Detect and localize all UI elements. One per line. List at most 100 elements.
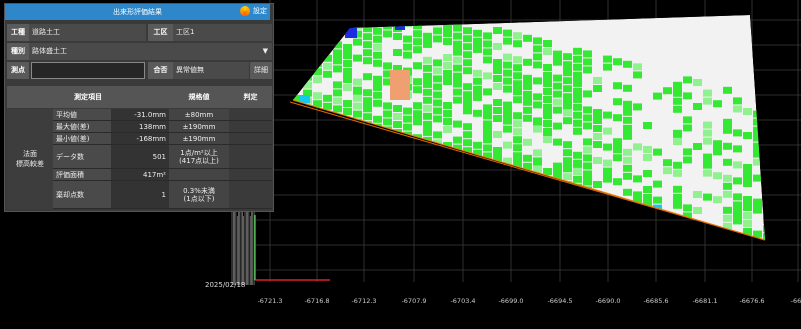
heatmap-cell: [313, 0, 322, 3]
heatmap-cell: [543, 64, 552, 71]
heatmap-cell: [463, 179, 472, 187]
heatmap-cell: [573, 167, 582, 175]
kousyu-row: 工種 道路土工 工区 工区1: [5, 24, 273, 41]
heatmap-cell: [453, 136, 462, 144]
sokuten-input[interactable]: [31, 62, 145, 79]
heatmap-cell: [373, 51, 382, 59]
heatmap-cell: [453, 152, 462, 160]
shubetsu-label: 種別: [7, 43, 29, 60]
heatmap-cell: [323, 198, 332, 206]
heatmap-cell: [483, 56, 492, 64]
heatmap-cell: [553, 226, 562, 240]
heatmap-cell: [683, 116, 692, 124]
heatmap-cell: [533, 53, 542, 61]
heatmap-cell: [333, 65, 342, 73]
heatmap-cell: [613, 234, 622, 240]
heatmap-cell: [633, 71, 642, 79]
row-item: 最大値(差): [53, 121, 111, 132]
heatmap-cell: [303, 33, 312, 41]
heatmap-cell: [383, 150, 392, 158]
heatmap-cell: [363, 105, 372, 113]
heatmap-cell: [393, 17, 402, 24]
heatmap-cell: [643, 226, 652, 233]
heatmap-cell: [573, 151, 582, 159]
heatmap-cell: [383, 78, 392, 86]
heatmap-cell: [353, 30, 362, 38]
chevron-down-icon: ▼: [262, 47, 268, 55]
x-tick-label: -6712.3: [351, 297, 377, 305]
row-standard: ±190mm: [169, 133, 229, 144]
settings-button[interactable]: 設定: [240, 2, 267, 20]
heatmap-cell: [373, 195, 382, 203]
heatmap-cell: [313, 52, 322, 60]
heatmap-cell: [303, 129, 312, 137]
heatmap-cell: [653, 92, 662, 100]
heatmap-cell: [393, 113, 402, 120]
heatmap-cell: [593, 125, 602, 132]
heatmap-cell: [293, 175, 302, 182]
heatmap-cell-highlight: [395, 22, 405, 30]
heatmap-cell: [303, 25, 312, 33]
heatmap-cell: [673, 274, 682, 281]
heatmap-cell: [523, 74, 532, 90]
heatmap-cell: [743, 108, 752, 115]
heatmap-cell: [743, 260, 752, 267]
heatmap-cell: [463, 139, 472, 147]
heatmap-cell: [563, 109, 572, 117]
heatmap-cell: [453, 64, 462, 72]
heatmap-cell: [443, 246, 452, 253]
heatmap-cell: [483, 192, 492, 200]
heatmap-cell: [733, 201, 742, 217]
header-item: 測定項目: [74, 93, 102, 101]
heatmap-cell: [353, 142, 362, 150]
heatmap-cell: [383, 158, 392, 174]
heatmap-cell: [383, 22, 392, 30]
heatmap-cell-highlight: [345, 28, 357, 38]
heatmap-cell: [533, 245, 542, 252]
heatmap-cell: [633, 103, 642, 111]
heatmap-cell: [433, 15, 442, 19]
heatmap-cell: [433, 171, 442, 187]
heatmap-cell: [393, 185, 402, 192]
heatmap-cell: [373, 43, 382, 51]
heatmap-cell: [443, 142, 452, 157]
heatmap-cell: [723, 182, 732, 190]
heatmap-cell: [403, 211, 412, 219]
heatmap-cell: [723, 303, 732, 310]
heatmap-cell: [743, 164, 752, 179]
heatmap-cell: [433, 211, 442, 219]
heatmap-cell: [353, 198, 362, 206]
heatmap-cell: [463, 235, 472, 240]
kouku-label: 工区: [148, 24, 173, 41]
heatmap-cell: [703, 169, 712, 177]
heatmap-cell: [483, 88, 492, 96]
heatmap-cell: [413, 102, 422, 110]
heatmap-cell: [693, 79, 702, 86]
heatmap-cell: [453, 120, 462, 128]
heatmap-cell: [743, 132, 752, 139]
heatmap-cell: [513, 64, 522, 72]
heatmap-cell: [603, 223, 612, 231]
heatmap-cell: [353, 54, 362, 62]
heatmap-cell: [473, 109, 482, 117]
heatmap-cell: [393, 193, 402, 200]
heatmap-cell: [523, 210, 532, 218]
kousyu-value: 道路土工: [29, 24, 146, 41]
heatmap-cell: [653, 220, 662, 228]
heatmap-cell: [573, 175, 582, 183]
heatmap-cell: [523, 138, 532, 146]
heatmap-cell: [363, 73, 372, 81]
heatmap-cell: [343, 108, 352, 115]
heatmap-cell: [353, 158, 362, 166]
detail-button[interactable]: 詳細: [250, 62, 272, 79]
heatmap-cell: [573, 239, 582, 240]
heatmap-cell: [353, 0, 362, 6]
heatmap-cell: [483, 40, 492, 48]
heatmap-cell: [343, 140, 352, 147]
shubetsu-select[interactable]: 路体盛土工 ▼: [29, 43, 272, 60]
heatmap-cell: [393, 177, 402, 184]
heatmap-cell: [373, 171, 382, 179]
heatmap-cell: [423, 144, 432, 152]
heatmap-cell: [533, 125, 542, 133]
